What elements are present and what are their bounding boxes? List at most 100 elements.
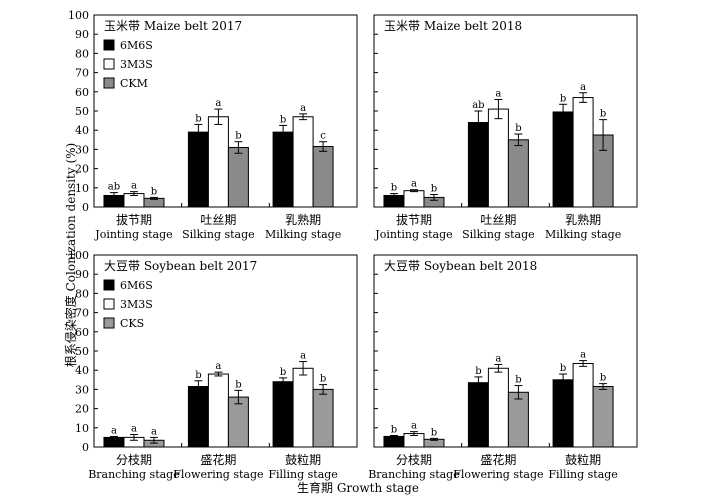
y-tick-label: 60 [75,86,89,99]
bar [187,386,209,448]
significance-letter: a [131,424,137,435]
bar [487,367,509,448]
bar [207,373,229,448]
significance-letter: a [131,181,137,192]
legend-label: CKM [120,77,148,90]
bar [552,111,574,208]
significance-letter: a [411,179,417,190]
y-tick-label: 0 [82,441,89,454]
significance-letter: b [560,363,566,374]
bar [467,122,489,208]
category-label-en: Branching stage [88,468,180,481]
significance-letter: b [235,379,241,390]
y-tick-label: 10 [75,422,89,435]
significance-letter: b [515,123,521,134]
y-tick-label: 20 [75,163,89,176]
category-label-cn: 乳熟期 [285,212,321,227]
significance-letter: a [495,353,501,364]
category-label-cn: 鼓粒期 [285,452,321,467]
bar [507,139,529,208]
y-tick-label: 20 [75,403,89,416]
significance-letter: a [580,82,586,93]
bar [207,116,229,208]
y-tick-label: 90 [75,28,89,41]
bar [272,381,294,448]
y-tick-label: 40 [75,124,89,137]
category-label-cn: 吐丝期 [200,213,236,227]
legend-swatch-1 [103,58,115,70]
category-label-en: Silking stage [462,228,535,241]
significance-letter: a [300,351,306,362]
significance-letter: a [580,350,586,361]
bar [272,131,294,208]
category-label-en: Jointing stage [374,228,452,241]
significance-letter: b [235,131,241,142]
bar [572,97,594,208]
y-tick-label: 10 [75,182,89,195]
bar [383,435,405,448]
category-label-cn: 盛花期 [480,452,516,467]
legend-swatch-2 [103,77,115,89]
legend-swatch-1 [103,298,115,310]
legend-label: 3M3S [120,58,153,71]
category-label-en: Silking stage [182,228,255,241]
y-tick-label: 70 [75,67,89,80]
category-label-cn: 分枝期 [116,452,152,467]
significance-letter: a [215,361,221,372]
bar [487,108,509,208]
category-label-en: Flowering stage [173,468,263,481]
bar [227,146,249,208]
y-tick-label: 100 [68,249,89,262]
category-label-cn: 盛花期 [200,452,236,467]
panel-title: 玉米带 Maize belt 2018 [384,19,522,33]
significance-letter: b [560,93,566,104]
category-label-cn: 分枝期 [396,452,432,467]
significance-letter: b [280,114,286,125]
legend-label: 3M3S [120,298,153,311]
y-tick-label: 80 [75,47,89,60]
panel-title: 玉米带 Maize belt 2017 [104,19,242,33]
bar [227,396,249,448]
category-label-cn: 吐丝期 [480,213,516,227]
significance-letter: b [195,370,201,381]
significance-letter: a [111,425,117,436]
y-tick-label: 100 [68,9,89,22]
category-label-cn: 拔节期 [396,212,432,227]
significance-letter: a [495,88,501,99]
significance-letter: b [280,367,286,378]
category-label-en: Milking stage [265,228,341,241]
legend-swatch-2 [103,317,115,329]
category-label-cn: 鼓粒期 [565,452,601,467]
y-tick-label: 0 [82,201,89,214]
significance-letter: c [320,131,326,142]
significance-letter: a [151,426,157,437]
category-label-en: Filling stage [268,468,338,481]
legend-label: 6M6S [120,39,153,52]
bar [403,190,425,208]
y-tick-label: 80 [75,287,89,300]
panel-title: 大豆带 Soybean belt 2018 [384,259,537,273]
significance-letter: b [391,183,397,194]
legend-swatch-0 [103,39,115,51]
category-label-en: Filling stage [548,468,618,481]
legend-label: 6M6S [120,279,153,292]
significance-letter: b [475,366,481,377]
category-label-cn: 拔节期 [116,212,152,227]
bar [312,146,334,208]
bar [292,367,314,448]
bar [292,116,314,208]
bar [572,362,594,448]
panel-title: 大豆带 Soybean belt 2017 [104,259,257,273]
x-axis-label: 生育期 Growth stage [297,480,419,495]
category-label-en: Milking stage [545,228,621,241]
y-axis-label: 根系侵染密度 Colonization density (%) [63,143,78,367]
y-tick-label: 90 [75,268,89,281]
y-tick-label: 30 [75,143,89,156]
significance-letter: b [391,424,397,435]
significance-letter: b [431,184,437,195]
significance-letter: b [600,109,606,120]
bar [592,386,614,448]
bar [507,391,529,448]
significance-letter: b [151,186,157,197]
